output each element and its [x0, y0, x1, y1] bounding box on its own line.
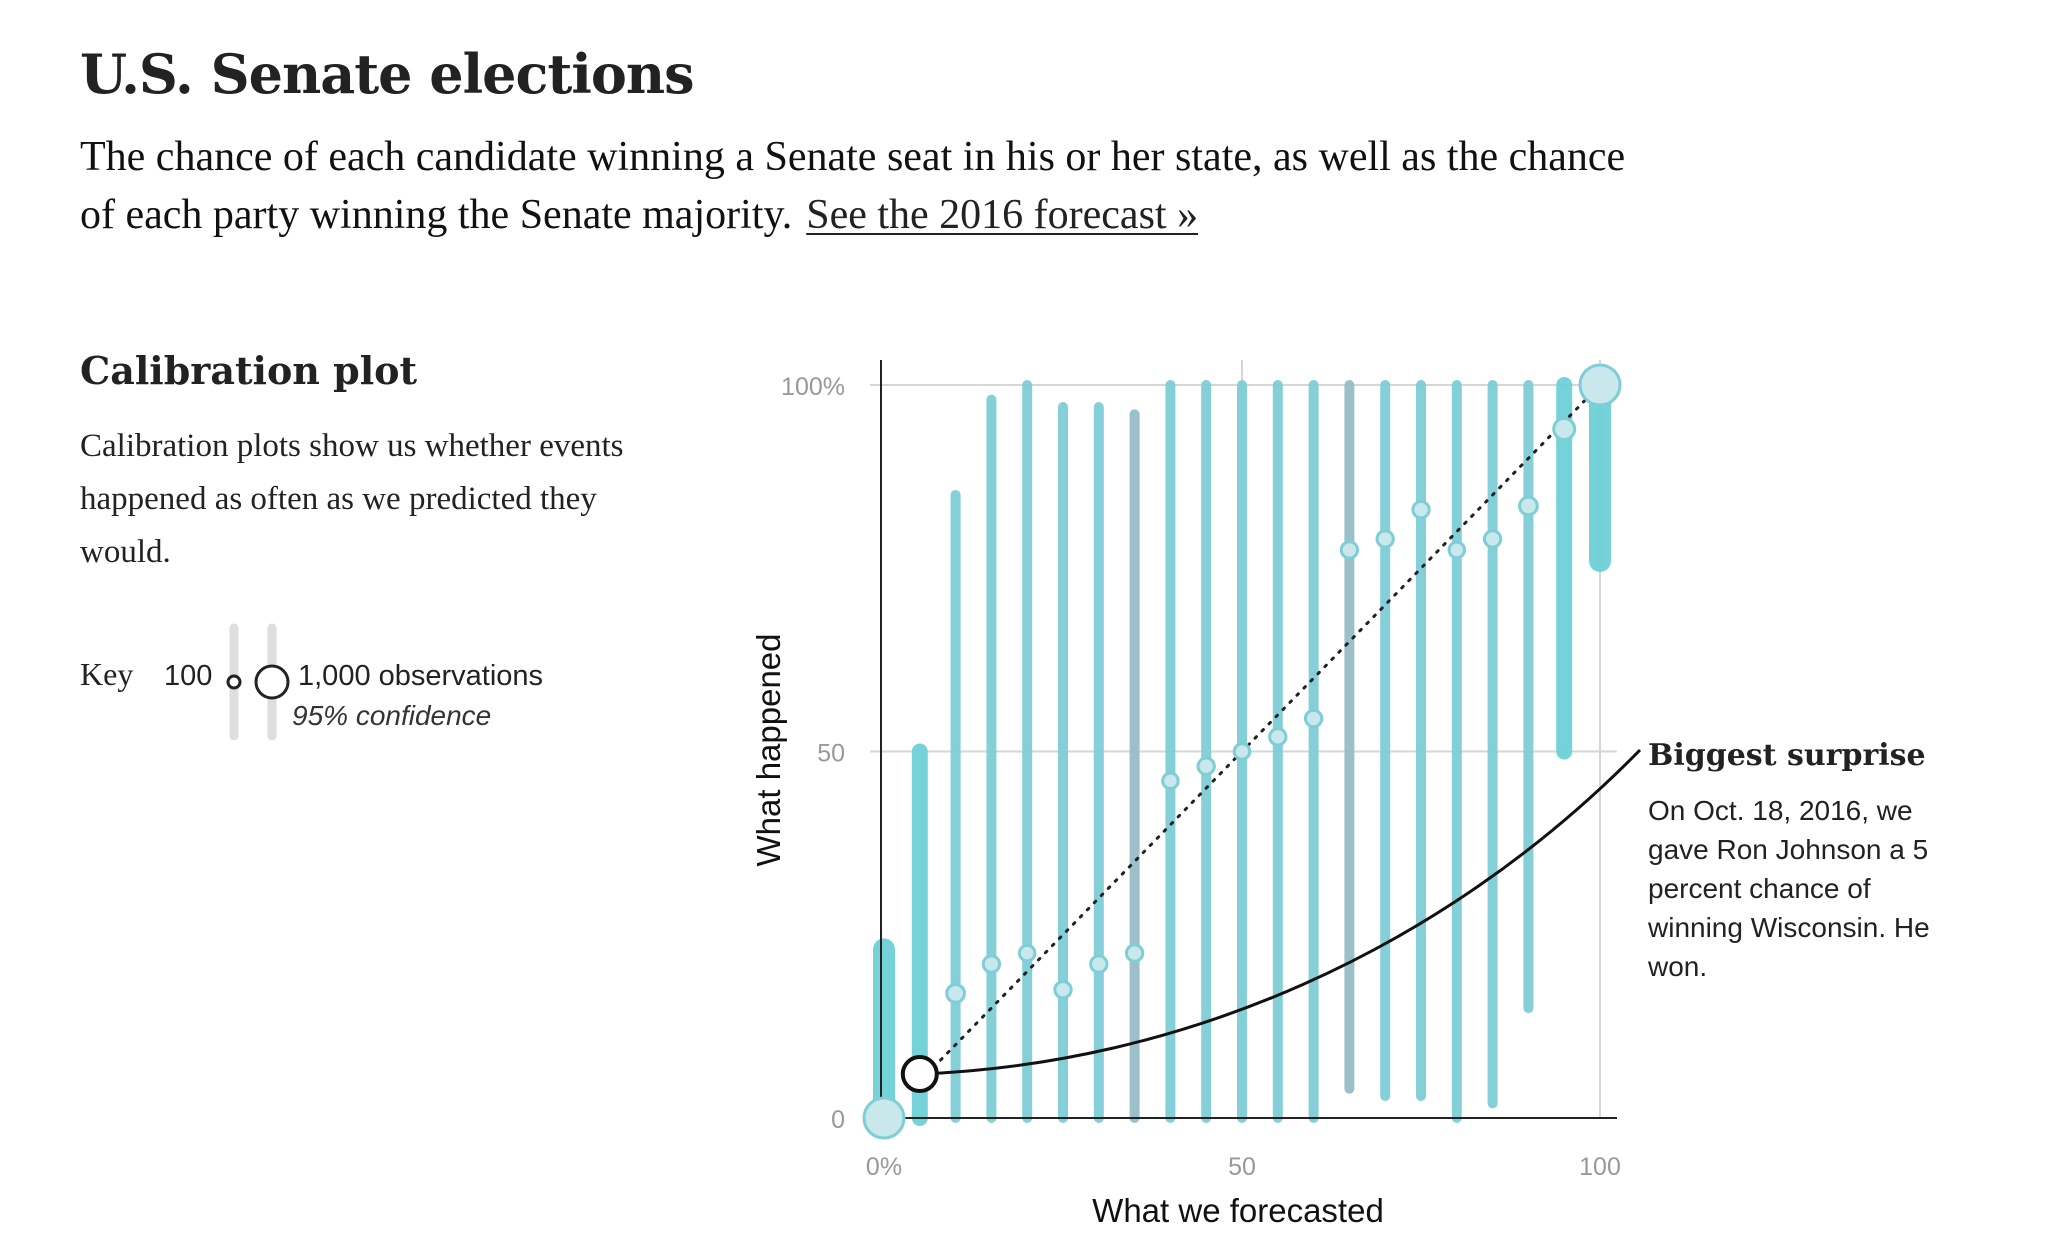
- key-confidence-label: 95% confidence: [292, 700, 492, 731]
- confidence-bars: [873, 374, 1611, 1129]
- key-large-circle: [254, 664, 290, 700]
- data-point: [1518, 495, 1539, 517]
- data-point: [1339, 540, 1360, 560]
- annotation-title: Biggest surprise: [1648, 738, 1926, 773]
- data-point: [945, 983, 966, 1004]
- key-label: Key: [80, 656, 134, 692]
- data-point: [1232, 742, 1252, 761]
- axes: [870, 360, 1617, 1119]
- key-graphic: [226, 623, 290, 740]
- calibration-description: Calibration plots show us whether events…: [80, 428, 624, 570]
- data-point: [1017, 943, 1037, 963]
- y-tick-label: 50: [817, 740, 845, 768]
- x-tick-label: 50: [1228, 1153, 1256, 1181]
- y-tick-label: 0: [831, 1106, 845, 1134]
- data-point: [1196, 756, 1216, 776]
- data-point: [1552, 417, 1577, 441]
- data-point: [1268, 727, 1288, 747]
- data-point: [1482, 529, 1503, 549]
- data-point: [1303, 708, 1324, 729]
- annotation-line: gave Ron Johnson a 5: [1648, 834, 1928, 865]
- data-point: [1161, 771, 1180, 791]
- data-point: [1578, 363, 1622, 407]
- key-small-circle: [226, 674, 242, 690]
- tick-labels: 0 50 100% 0% 50 100: [781, 373, 1621, 1181]
- forecast-2016-link[interactable]: See the 2016 forecast »: [806, 192, 1199, 238]
- data-point: [1447, 540, 1467, 560]
- intro-description: The chance of each candidate winning a S…: [80, 134, 1626, 238]
- key-large-value: 1,000 observations: [298, 660, 544, 692]
- surprise-connector-curve: [919, 748, 1642, 1076]
- x-axis-title: What we forecasted: [1092, 1192, 1384, 1229]
- observed-points: [862, 363, 1622, 1140]
- key-small-value: 100: [164, 660, 213, 692]
- data-point: [1053, 980, 1073, 1000]
- annotation-line: On Oct. 18, 2016, we: [1648, 795, 1913, 826]
- data-point: [1089, 954, 1109, 974]
- annotation-line: won.: [1647, 951, 1707, 982]
- y-tick-label: 100%: [781, 373, 845, 401]
- legend-key: Key 100 1,000 observations 95% confidenc…: [80, 620, 600, 740]
- perfect-calibration-line: [911, 398, 1588, 1091]
- data-point: [981, 954, 1002, 974]
- data-point: [1124, 943, 1145, 963]
- calibration-title: Calibration plot: [80, 348, 418, 393]
- data-point: [1411, 499, 1431, 520]
- y-axis-title: What happened: [750, 633, 787, 866]
- annotation-line: percent chance of: [1648, 873, 1871, 904]
- page-title: U.S. Senate elections: [80, 42, 695, 106]
- biggest-surprise-marker[interactable]: [900, 1055, 939, 1094]
- x-tick-label: 100: [1579, 1153, 1621, 1181]
- data-point: [1375, 529, 1395, 549]
- annotation-text: On Oct. 18, 2016, we gave Ron Johnson a 5…: [1647, 795, 1930, 982]
- annotation-line: winning Wisconsin. He: [1647, 912, 1930, 943]
- data-point: [862, 1096, 906, 1140]
- intro-text: The chance of each candidate winning a S…: [80, 128, 1640, 244]
- x-tick-label: 0%: [866, 1153, 902, 1181]
